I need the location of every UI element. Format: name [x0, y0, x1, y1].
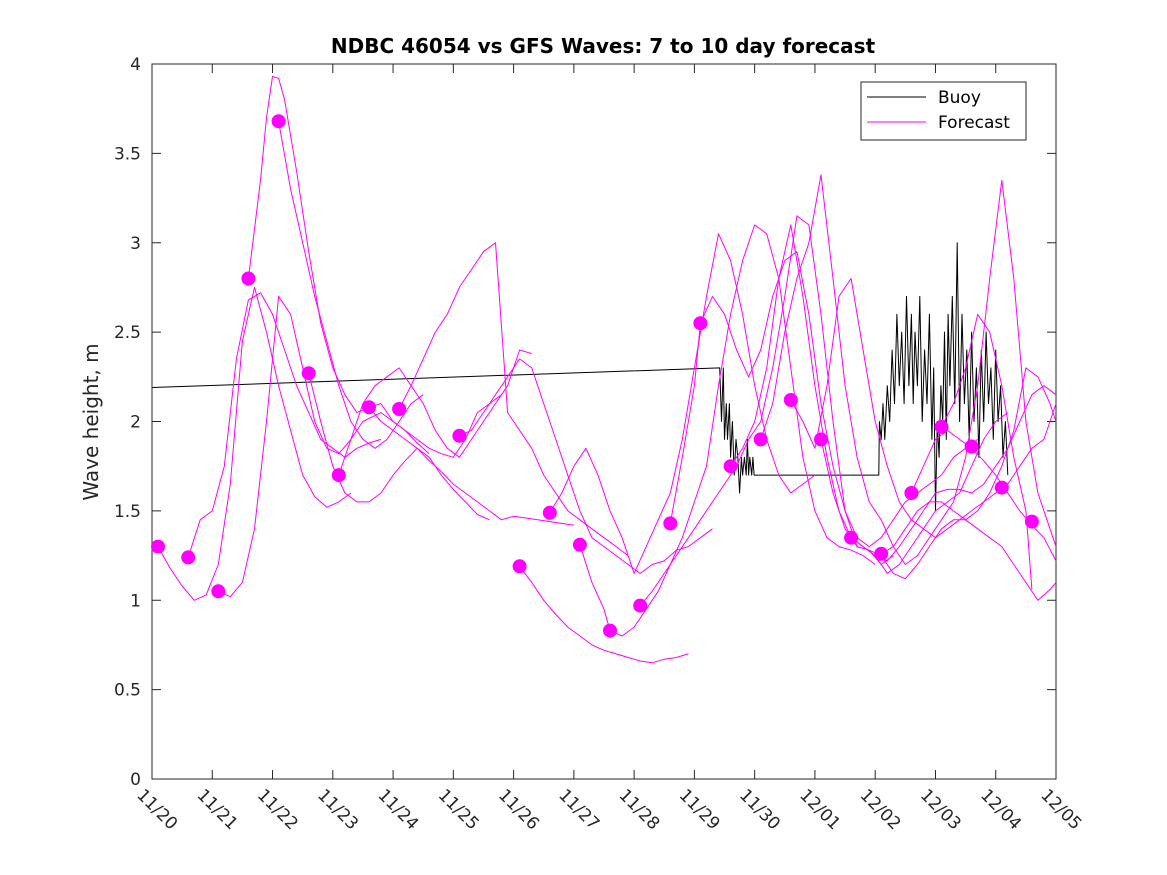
forecast-line — [519, 565, 689, 664]
forecast-start-marker — [271, 114, 286, 129]
forecast-start-marker — [362, 400, 376, 415]
y-tick-label: 2.5 — [114, 323, 141, 343]
y-tick-label: 4 — [130, 55, 141, 75]
forecast-line — [820, 367, 1057, 580]
forecast-start-marker — [723, 459, 738, 474]
y-tick-label: 3 — [130, 234, 141, 254]
forecast-line — [278, 121, 424, 449]
forecast-line — [850, 385, 1057, 562]
y-tick-label: 0.5 — [114, 681, 141, 701]
forecast-line — [338, 349, 532, 476]
forecast-start-marker — [874, 546, 889, 561]
forecast-start-marker — [331, 468, 346, 483]
axes-box — [151, 63, 1057, 780]
forecast-start-marker — [301, 366, 316, 381]
forecast-start-marker — [663, 516, 678, 531]
forecast-start-marker — [512, 559, 527, 574]
forecast-line — [669, 251, 978, 548]
forecast-line — [941, 313, 1033, 590]
forecast-line — [398, 242, 629, 556]
forecast-start-marker — [603, 623, 617, 638]
forecast-start-marker — [964, 439, 979, 454]
forecast-line — [368, 406, 574, 526]
legend[interactable]: Buoy Forecast — [860, 81, 1027, 141]
y-axis-label: Wave height, m — [79, 343, 103, 500]
y-tick-label: 1.5 — [114, 502, 141, 522]
forecast-start-marker — [693, 316, 708, 331]
forecast-start-marker — [753, 432, 768, 447]
forecast-start-marker — [844, 530, 859, 545]
legend-label-forecast: Forecast — [938, 113, 1010, 133]
forecast-line — [579, 224, 876, 637]
forecast-start-marker — [542, 505, 557, 520]
legend-label-buoy: Buoy — [938, 88, 981, 108]
forecast-line — [187, 292, 382, 558]
forecast-start-marker — [783, 393, 798, 407]
forecast-start-marker — [572, 537, 587, 552]
forecast-start-marker — [181, 550, 196, 565]
forecast-line — [247, 76, 430, 455]
forecast-start-marker — [904, 486, 919, 500]
forecast-start-marker — [934, 419, 949, 434]
forecast-start-marker — [392, 402, 407, 416]
forecast-start-marker — [241, 271, 256, 286]
forecast-line — [549, 233, 816, 574]
y-tick-label: 1 — [130, 591, 141, 611]
y-tick-label: 3.5 — [114, 144, 141, 164]
chart-title: NDBC 46054 vs GFS Waves: 7 to 10 day for… — [331, 34, 876, 58]
buoy-line — [151, 242, 1009, 512]
forecast-start-marker — [1024, 514, 1039, 529]
y-tick-label: 2 — [130, 413, 141, 433]
forecast-start-marker — [452, 428, 467, 443]
forecast-line — [639, 215, 894, 606]
forecast-start-marker — [633, 598, 648, 613]
forecast-line — [459, 358, 713, 574]
forecast-line — [880, 501, 1057, 601]
forecast-start-marker — [151, 539, 165, 554]
legend-box — [860, 81, 1027, 141]
forecast-start-marker — [994, 480, 1009, 495]
forecast-start-marker — [211, 584, 226, 599]
forecast-line — [157, 286, 352, 601]
forecast-line — [790, 278, 1057, 539]
y-tick-label: 0 — [130, 770, 141, 790]
forecast-start-marker — [814, 432, 828, 447]
forecast-line — [760, 174, 1057, 565]
